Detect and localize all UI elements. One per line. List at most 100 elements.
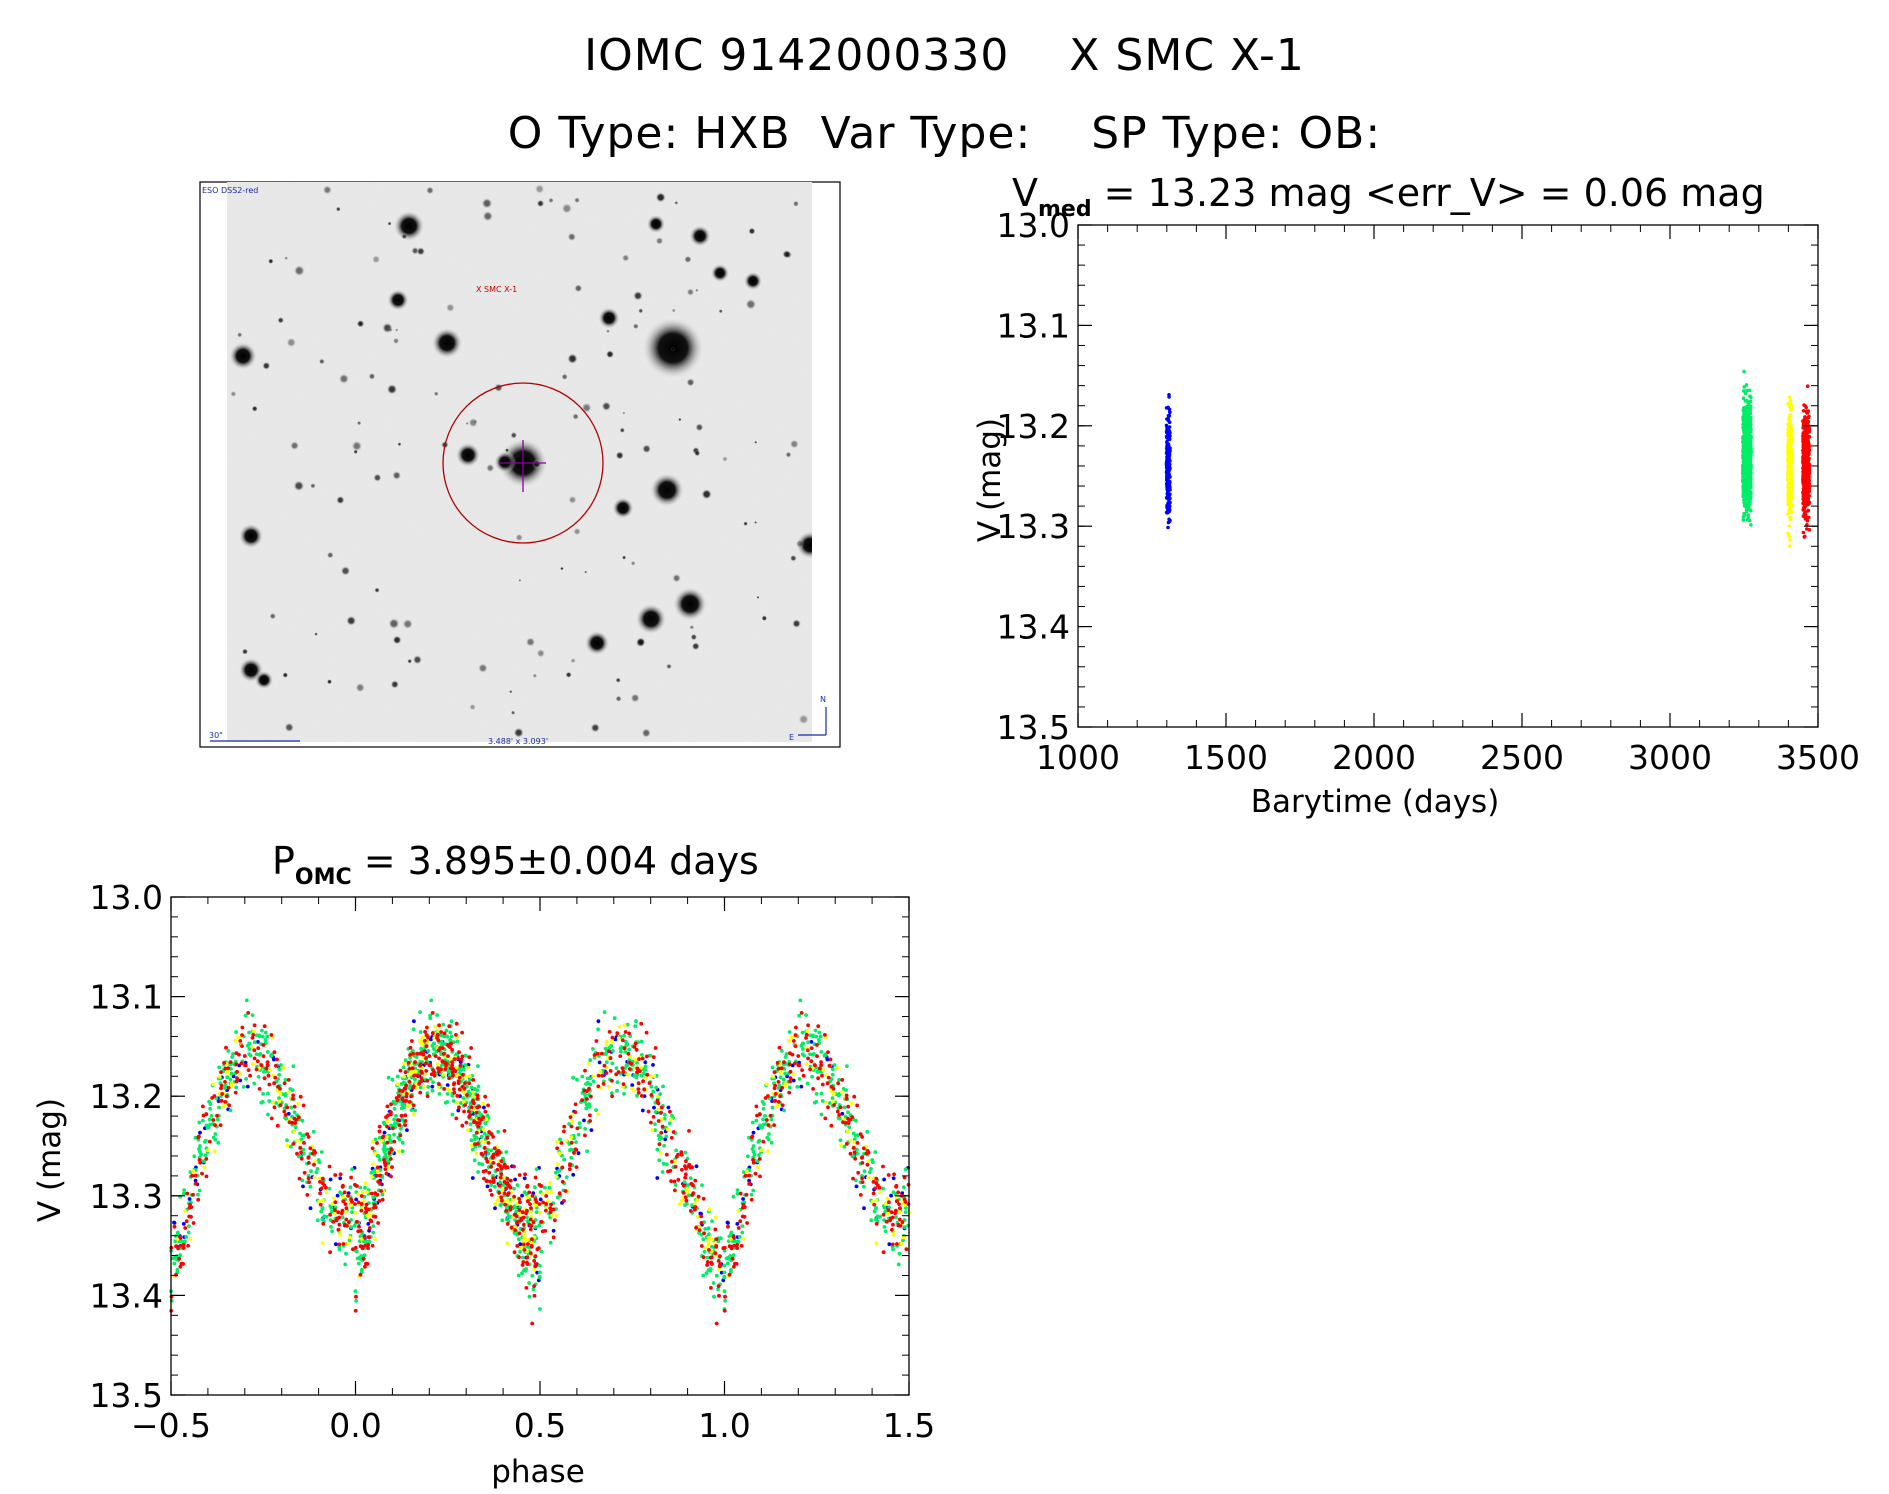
phase-point <box>891 1190 896 1195</box>
star <box>761 615 768 622</box>
phase-point <box>773 1098 778 1103</box>
phase-point <box>656 1119 661 1123</box>
phase-point <box>858 1132 863 1136</box>
star <box>683 255 692 264</box>
phase-point <box>375 1153 380 1158</box>
phase-point <box>308 1184 313 1189</box>
phase-point <box>454 1033 458 1037</box>
phase-point <box>483 1109 488 1114</box>
lc-time-point <box>1742 512 1747 516</box>
phase-point <box>533 1254 538 1259</box>
phase-point <box>532 1293 537 1298</box>
phase-point <box>714 1243 719 1248</box>
phase-point <box>685 1187 690 1191</box>
phase-point <box>854 1147 859 1152</box>
phase-point <box>551 1228 556 1233</box>
phase-point <box>661 1084 665 1089</box>
phase-point <box>574 1140 578 1144</box>
phase-point <box>897 1217 902 1222</box>
phase-point <box>461 1072 465 1077</box>
phase-point <box>669 1179 673 1183</box>
phase-point <box>489 1148 494 1153</box>
phase-point <box>298 1094 303 1099</box>
phase-point <box>375 1141 379 1145</box>
phase-point <box>816 1076 820 1081</box>
phase-point <box>753 1171 758 1176</box>
phase-point <box>819 1050 824 1054</box>
phase-point <box>744 1192 749 1197</box>
phase-point <box>402 1086 407 1091</box>
phase-point <box>673 1159 677 1164</box>
phase-point <box>751 1188 756 1193</box>
star <box>510 710 516 716</box>
phase-point <box>240 1025 245 1030</box>
phase-xtick-label: −0.5 <box>131 1406 211 1445</box>
lc-time-point <box>1804 461 1809 466</box>
lc-time-point <box>1806 508 1810 513</box>
lc-time-point <box>1805 444 1810 448</box>
phase-point <box>389 1174 393 1179</box>
phase-point <box>518 1249 522 1254</box>
phase-point <box>709 1286 713 1290</box>
phase-point <box>642 1094 647 1098</box>
phase-point <box>736 1208 741 1213</box>
phase-point <box>386 1113 390 1118</box>
phase-point <box>437 1082 441 1086</box>
phase-point <box>533 1197 538 1202</box>
star <box>345 615 357 627</box>
phase-point <box>697 1228 702 1232</box>
phase-point <box>684 1159 688 1163</box>
phase-point <box>600 1073 605 1078</box>
phase-point <box>236 1035 241 1040</box>
phase-point <box>776 1066 781 1071</box>
phase-point <box>543 1185 547 1190</box>
phase-point <box>300 1118 305 1123</box>
star <box>390 679 400 689</box>
phase-point <box>810 1074 814 1079</box>
phase-point <box>855 1103 859 1108</box>
phase-point <box>624 1063 629 1068</box>
phase-point <box>523 1268 528 1273</box>
phase-point <box>509 1205 513 1209</box>
phase-point <box>265 1050 270 1054</box>
star <box>402 618 414 630</box>
lc-time-point <box>1747 407 1752 412</box>
phase-point <box>574 1148 579 1152</box>
phase-point <box>766 1137 771 1142</box>
phase-point <box>731 1194 736 1199</box>
phase-point <box>635 1070 639 1075</box>
phase-point <box>491 1135 495 1139</box>
phase-point <box>795 1085 800 1089</box>
phase-point <box>450 1063 454 1068</box>
phase-point <box>300 1178 305 1183</box>
phase-point <box>828 1101 832 1105</box>
phase-point <box>433 1024 438 1029</box>
phase-point <box>871 1160 875 1165</box>
lc-time-point <box>1805 410 1810 415</box>
phase-point <box>301 1103 306 1108</box>
phase-point <box>444 1061 449 1066</box>
phase-point <box>397 1149 401 1154</box>
phase-point <box>429 998 434 1003</box>
phase-point <box>282 1081 287 1086</box>
phase-point <box>545 1190 550 1195</box>
phase-point <box>766 1149 770 1154</box>
phase-point <box>430 1043 435 1048</box>
phase-point <box>895 1242 899 1246</box>
phase-point <box>750 1120 755 1125</box>
lc-time-point <box>1746 400 1750 405</box>
phase-point <box>508 1178 513 1183</box>
phase-point <box>537 1275 542 1280</box>
phase-point <box>615 1088 619 1093</box>
phase-point <box>413 1069 418 1074</box>
phase-plot-axes: −0.5 0.0 0.5 1.0 1.513.013.113.213.313.413.5 <box>90 878 936 1445</box>
phase-point <box>183 1226 188 1230</box>
phase-point <box>338 1190 342 1195</box>
phase-point <box>615 1080 620 1084</box>
phase-point <box>771 1074 775 1079</box>
lc-time-point <box>1787 395 1792 400</box>
phase-point <box>475 1142 480 1146</box>
phase-point <box>588 1082 593 1087</box>
phase-point <box>463 1103 467 1107</box>
phase-point <box>761 1106 766 1111</box>
